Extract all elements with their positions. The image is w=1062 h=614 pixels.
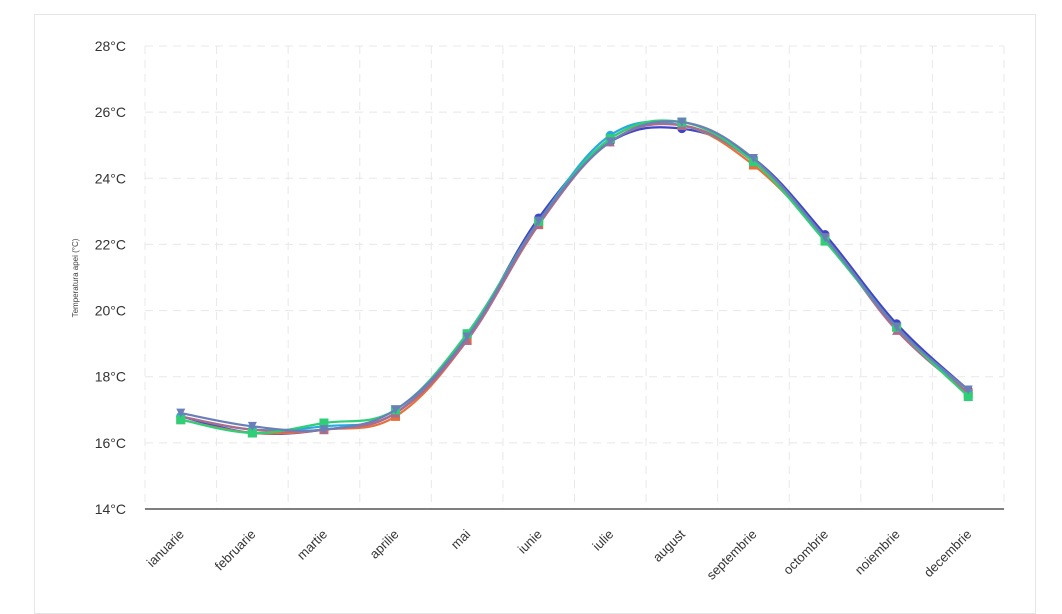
data-point <box>677 117 687 127</box>
chart-svg: 14°C 16°C 18°C 20°C 22°C 24°C 26°C 28°C ianuarie… <box>71 38 1005 583</box>
data-point <box>176 415 186 425</box>
data-point <box>176 408 186 418</box>
x-tick-label: decembrie <box>921 527 975 581</box>
data-point <box>462 332 472 342</box>
y-axis-label: Temperatura apei (°C) <box>71 238 80 317</box>
data-point <box>820 233 830 243</box>
y-tick-label: 26°C <box>95 104 126 120</box>
x-tick-label: mai <box>448 526 473 551</box>
x-tick-label: noiembrie <box>852 527 903 578</box>
data-point <box>247 421 257 431</box>
data-point <box>319 418 329 428</box>
grid-layer <box>144 45 1005 509</box>
x-tick-label: septembrie <box>703 527 759 583</box>
x-tick-label: octombrie <box>780 527 831 578</box>
x-tick-label: aprilie <box>367 527 402 562</box>
chart-card <box>34 14 1036 614</box>
series-layer <box>176 117 973 438</box>
x-tick-label: martie <box>294 527 330 563</box>
y-tick-label: 28°C <box>95 38 126 54</box>
data-point <box>963 385 973 395</box>
label-layer: 14°C 16°C 18°C 20°C 22°C 24°C 26°C 28°C ianuarie… <box>95 38 975 583</box>
data-point <box>963 392 973 402</box>
y-tick-label: 20°C <box>95 303 126 319</box>
data-point <box>534 216 544 226</box>
data-point <box>247 428 257 438</box>
y-tick-label: 22°C <box>95 236 126 252</box>
series-group <box>176 117 973 435</box>
data-point <box>892 322 902 332</box>
data-point <box>748 153 758 163</box>
x-tick-label: iunie <box>515 527 545 557</box>
x-tick-label: iulie <box>589 527 616 554</box>
y-tick-label: 18°C <box>95 369 126 385</box>
data-point <box>319 425 329 435</box>
y-tick-label: 14°C <box>95 501 126 517</box>
x-tick-label: februarie <box>212 527 259 574</box>
x-tick-label: august <box>650 526 688 564</box>
y-tick-label: 16°C <box>95 435 126 451</box>
data-point <box>605 137 615 147</box>
x-tick-label: ianuarie <box>144 527 187 570</box>
data-point <box>391 405 401 415</box>
y-tick-label: 24°C <box>95 170 126 186</box>
